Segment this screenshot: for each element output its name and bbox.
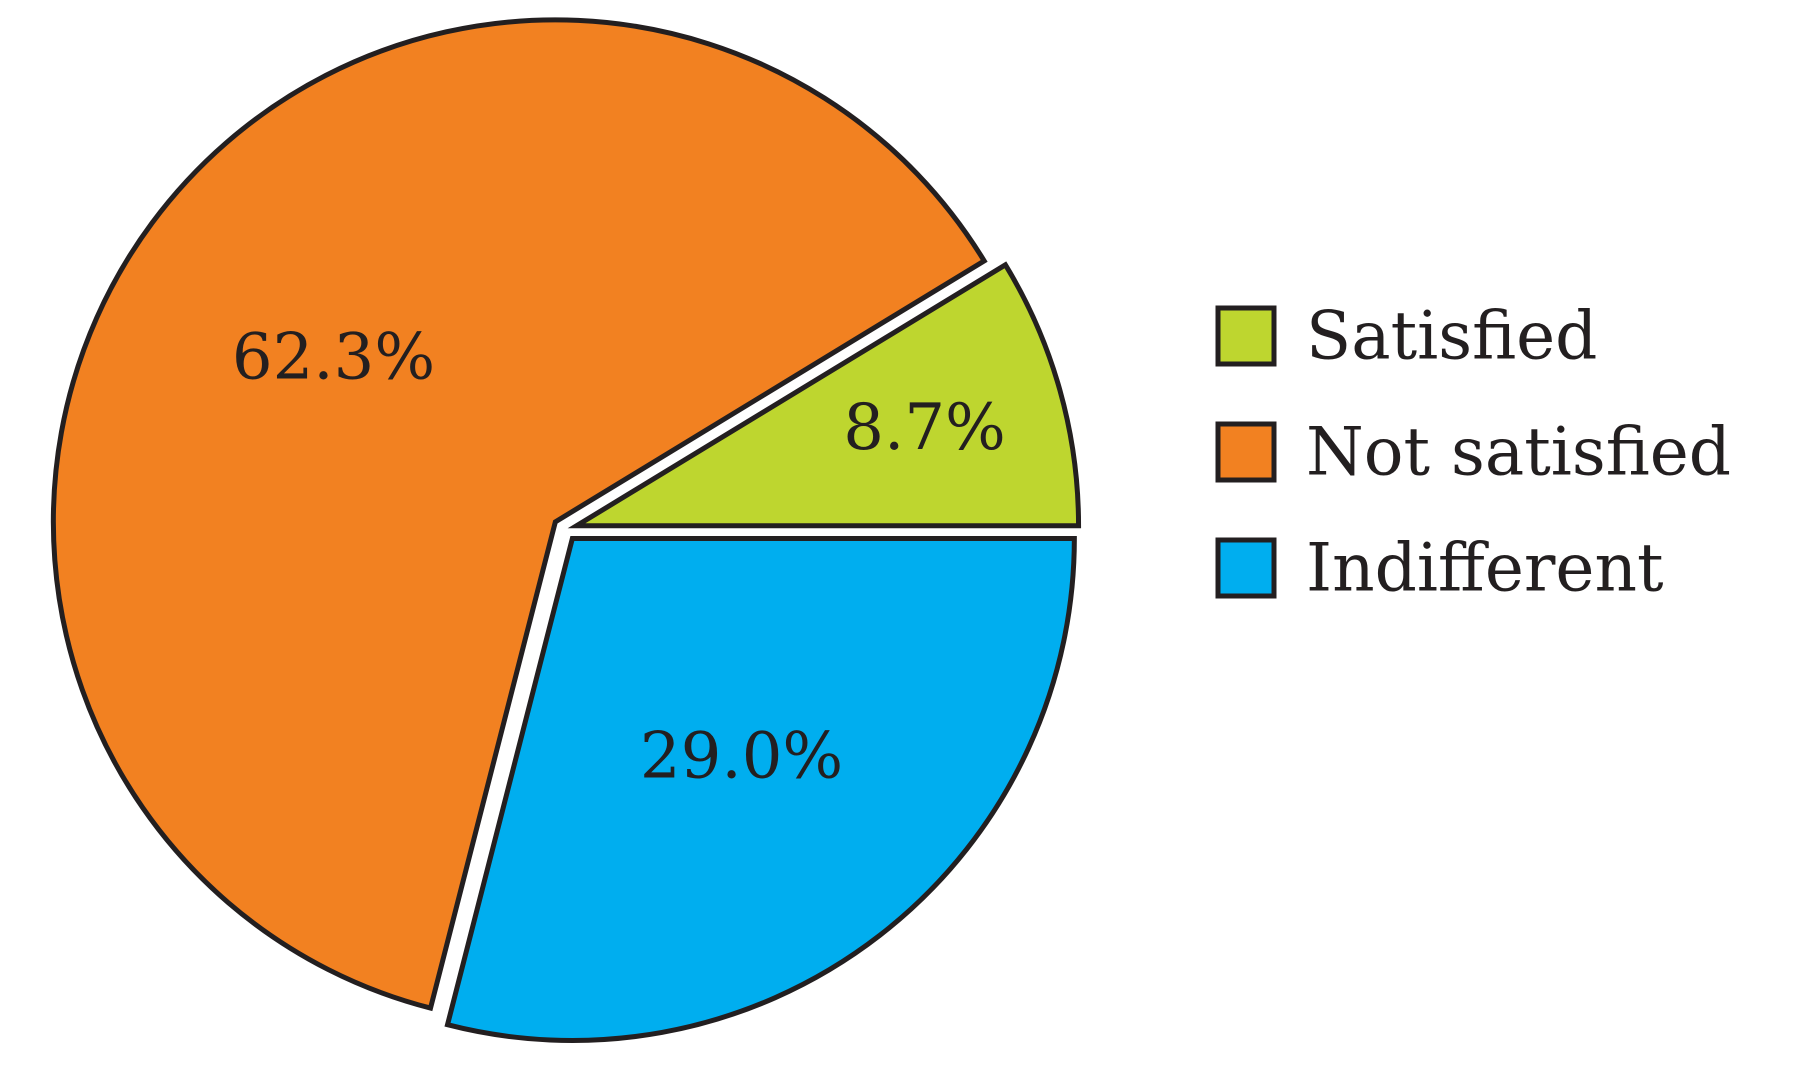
slice-label-indifferent: 29.0% [640, 720, 843, 794]
pie-slice-not-satisfied [50, 17, 988, 1012]
pie-slice-satisfied [567, 261, 1082, 529]
pie-slice-indifferent [444, 535, 1077, 1043]
legend-swatch-satisfied [1215, 305, 1277, 367]
legend-label-not-satisfied: Not satisfied [1306, 414, 1731, 491]
legend-swatch-indifferent [1215, 537, 1277, 599]
legend-swatch-not-satisfied [1215, 421, 1277, 483]
legend-label-indifferent: Indifferent [1306, 530, 1664, 607]
legend: Satisfied Not satisfied Indifferent [1215, 298, 1731, 607]
pie-slices [50, 17, 1082, 1043]
pie-slice-labels: 8.7% 62.3% 29.0% [232, 320, 1006, 793]
legend-label-satisfied: Satisfied [1306, 298, 1597, 375]
slice-label-satisfied: 8.7% [843, 391, 1006, 465]
slice-label-not-satisfied: 62.3% [232, 320, 435, 394]
